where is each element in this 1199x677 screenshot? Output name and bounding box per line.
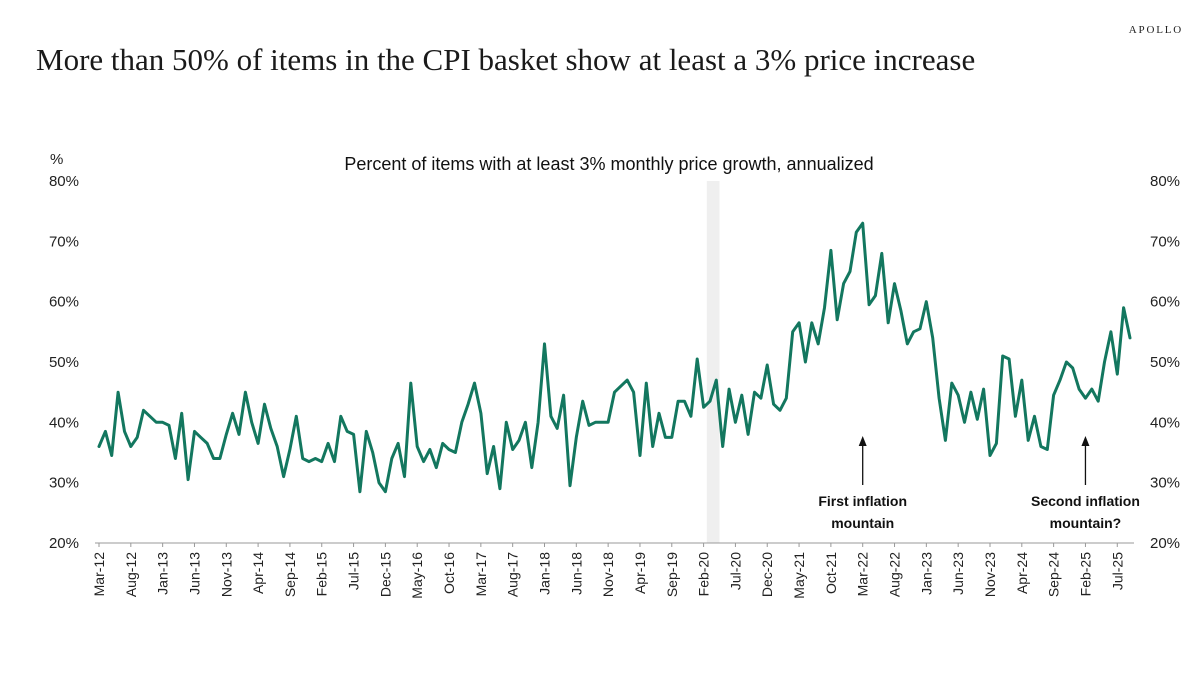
x-tick-label: Apr-14 (250, 552, 266, 594)
x-tick-label: Jul-15 (346, 552, 362, 590)
x-tick-label: Sep-19 (664, 552, 680, 597)
x-tick-label: Oct-16 (441, 552, 457, 594)
x-tick-label: Sep-14 (282, 552, 298, 597)
x-tick-label: Aug-12 (123, 552, 139, 597)
x-tick-label: Feb-20 (696, 552, 712, 597)
y-tick-label-left: 30% (49, 475, 79, 492)
x-tick-label: Apr-24 (1014, 552, 1030, 594)
series-layer (97, 221, 1132, 494)
x-tick-label: Dec-15 (377, 552, 393, 597)
x-tick-label: Jul-20 (727, 552, 743, 590)
x-tick-label: Jan-23 (918, 552, 934, 595)
x-tick-label: Dec-20 (759, 552, 775, 597)
x-tick-label: Aug-17 (505, 552, 521, 597)
y-tick-label-right: 80% (1150, 173, 1180, 190)
x-tick-label: Feb-15 (314, 552, 330, 597)
annotation-label: First inflation (818, 493, 907, 509)
y-tick-label-right: 30% (1150, 475, 1180, 492)
x-tick-label: Jun-13 (186, 552, 202, 595)
x-tick-label: Aug-22 (887, 552, 903, 597)
annotation-label: Second inflation (1031, 493, 1140, 509)
y-tick-label-right: 50% (1150, 354, 1180, 371)
y-tick-label-left: 20% (49, 535, 79, 552)
shaded-period (706, 181, 720, 543)
right-y-axis: 20% 30% 40% 50% 60% 70% 80% (1150, 173, 1180, 552)
shaded-period-band (706, 181, 720, 543)
x-tick-label: Jan-13 (155, 552, 171, 595)
x-tick-label: Nov-18 (600, 552, 616, 597)
x-tick-label: Oct-21 (823, 552, 839, 594)
x-tick-label: May-21 (791, 552, 807, 599)
x-tick-label: Jun-18 (568, 552, 584, 595)
annotation-label: mountain (831, 515, 894, 531)
x-tick-label: Feb-25 (1077, 552, 1093, 597)
chart-subtitle: Percent of items with at least 3% monthl… (344, 154, 873, 174)
annotation-arrow-head (1081, 436, 1090, 446)
x-tick-label: Mar-17 (473, 552, 489, 597)
y-tick-label-left: 70% (49, 233, 79, 250)
y-tick-label-right: 40% (1150, 414, 1180, 431)
x-tick-label: Jul-25 (1109, 552, 1125, 590)
annotation-arrow-head (858, 436, 867, 446)
x-tick-label: Jun-23 (950, 552, 966, 595)
left-y-axis: 20% 30% 40% 50% 60% 70% 80% (49, 173, 79, 552)
x-axis: Mar-12 Aug-12 Jan-13 Jun-13 Nov-13 Apr-14 Sep-… (91, 542, 1134, 599)
annotation-label: mountain? (1050, 515, 1122, 531)
y-tick-label-right: 60% (1150, 294, 1180, 311)
x-tick-label: Nov-23 (982, 552, 998, 597)
y-tick-label-right: 70% (1150, 233, 1180, 250)
y-axis-label: % (50, 151, 63, 168)
x-tick-label: Apr-19 (632, 552, 648, 594)
x-tick-label: Mar-22 (855, 552, 871, 597)
y-tick-label-right: 20% (1150, 535, 1180, 552)
y-tick-label-left: 40% (49, 414, 79, 431)
series-line (97, 221, 1132, 494)
x-tick-label: Nov-13 (218, 552, 234, 597)
x-tick-label: Sep-24 (1046, 552, 1062, 597)
page-title: More than 50% of items in the CPI basket… (36, 42, 976, 77)
x-tick-label: May-16 (409, 552, 425, 599)
y-tick-label-left: 50% (49, 354, 79, 371)
y-tick-label-left: 60% (49, 294, 79, 311)
annotations: First inflation mountain Second inflation m… (818, 436, 1140, 531)
x-tick-label: Jan-18 (536, 552, 552, 595)
x-tick-label: Mar-12 (91, 552, 107, 597)
brand-logo: APOLLO (1128, 24, 1183, 36)
y-tick-label-left: 80% (49, 173, 79, 190)
